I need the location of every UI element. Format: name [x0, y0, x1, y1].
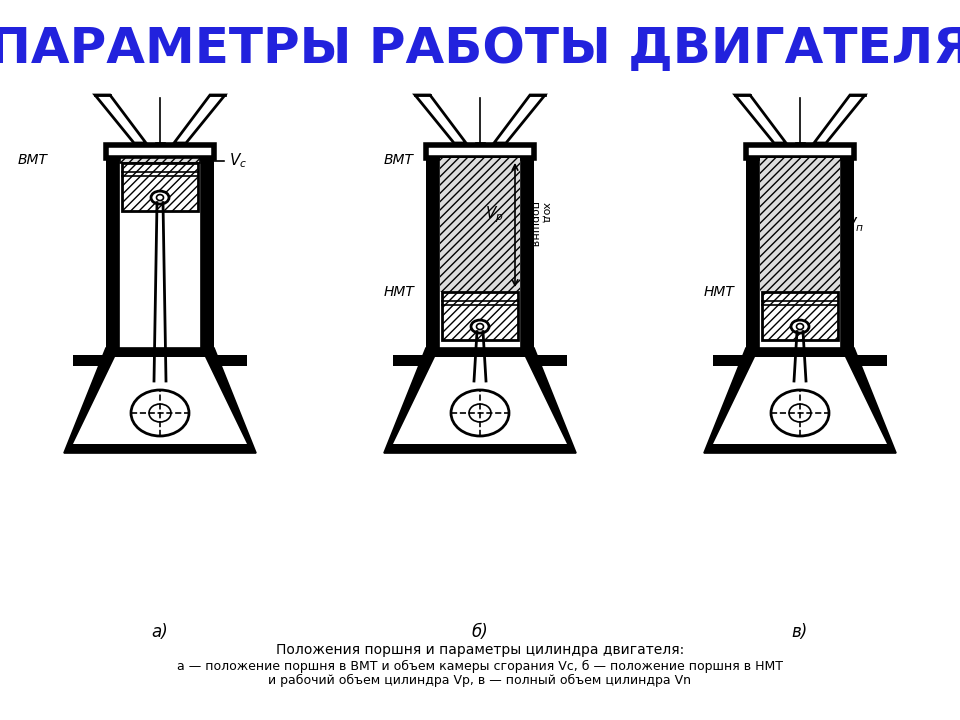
Ellipse shape: [451, 390, 509, 436]
Bar: [426, 145, 534, 158]
Bar: [442, 292, 518, 340]
Bar: [762, 292, 838, 340]
Text: ПАРАМЕТРЫ РАБОТЫ ДВИГАТЕЛЯ: ПАРАМЕТРЫ РАБОТЫ ДВИГАТЕЛЯ: [0, 25, 960, 73]
Ellipse shape: [474, 389, 486, 397]
Bar: [201, 158, 214, 348]
Ellipse shape: [149, 404, 171, 422]
Ellipse shape: [469, 404, 491, 422]
Bar: [854, 355, 887, 366]
Bar: [796, 143, 804, 159]
Bar: [156, 143, 164, 159]
Ellipse shape: [467, 383, 493, 403]
Polygon shape: [384, 348, 576, 453]
Bar: [426, 158, 439, 348]
Bar: [746, 145, 854, 158]
Bar: [534, 355, 567, 366]
Ellipse shape: [771, 390, 829, 436]
Ellipse shape: [157, 160, 163, 164]
Ellipse shape: [797, 160, 803, 164]
Bar: [106, 145, 214, 158]
Bar: [760, 158, 840, 292]
Text: $V_п$: $V_п$: [845, 216, 864, 234]
Bar: [214, 355, 247, 366]
Ellipse shape: [151, 191, 169, 204]
Ellipse shape: [477, 160, 483, 164]
Ellipse shape: [797, 323, 804, 330]
Text: НМТ: НМТ: [384, 285, 415, 299]
Bar: [746, 158, 759, 348]
Text: $V_p$: $V_p$: [485, 204, 504, 225]
Bar: [122, 163, 198, 211]
Ellipse shape: [476, 323, 484, 330]
Bar: [393, 355, 426, 366]
Ellipse shape: [791, 320, 809, 333]
Ellipse shape: [789, 404, 811, 422]
Polygon shape: [73, 357, 247, 444]
Ellipse shape: [471, 320, 489, 333]
Bar: [521, 158, 534, 348]
Ellipse shape: [795, 389, 805, 397]
Bar: [713, 355, 746, 366]
Text: ВМТ: ВМТ: [18, 153, 48, 167]
Text: $V_c$: $V_c$: [229, 152, 247, 171]
Ellipse shape: [156, 194, 163, 201]
Ellipse shape: [155, 389, 165, 397]
Bar: [120, 158, 200, 163]
Bar: [73, 355, 106, 366]
Text: в): в): [792, 623, 808, 641]
Ellipse shape: [147, 383, 173, 403]
Text: ход
поршня: ход поршня: [529, 202, 551, 248]
Text: б): б): [471, 623, 489, 641]
Text: и рабочий объем цилиндра Vp, в — полный объем цилиндра Vn: и рабочий объем цилиндра Vp, в — полный …: [269, 673, 691, 687]
Text: Положения поршня и параметры цилиндра двигателя:: Положения поршня и параметры цилиндра дв…: [276, 643, 684, 657]
Polygon shape: [704, 348, 896, 453]
Text: а): а): [152, 623, 168, 641]
Bar: [106, 158, 119, 348]
Polygon shape: [393, 357, 567, 444]
Text: ВМТ: ВМТ: [384, 153, 414, 167]
Ellipse shape: [787, 383, 813, 403]
Polygon shape: [64, 348, 256, 453]
Bar: [475, 143, 485, 159]
Text: а — положение поршня в ВМТ и объем камеры сгорания Vc, б — положение поршня в НМ: а — положение поршня в ВМТ и объем камер…: [177, 660, 783, 672]
Bar: [440, 158, 520, 292]
Polygon shape: [713, 357, 887, 444]
Ellipse shape: [131, 390, 189, 436]
Text: НМТ: НМТ: [704, 285, 734, 299]
Bar: [841, 158, 854, 348]
